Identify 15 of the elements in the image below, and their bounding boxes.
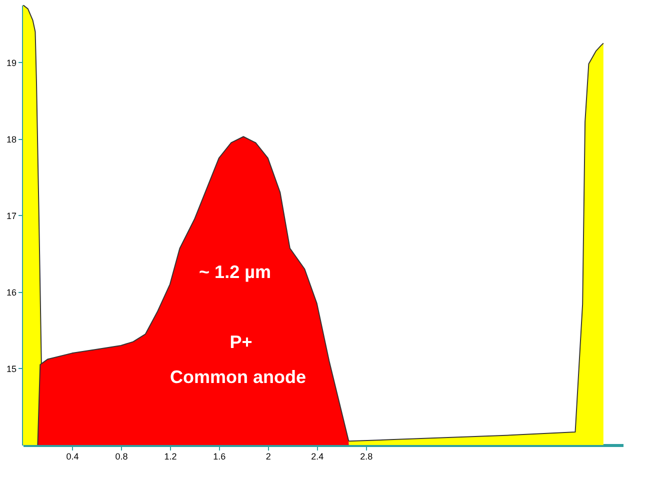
y-tick-label: 19 xyxy=(6,58,16,68)
y-tick-label: 15 xyxy=(6,364,16,374)
x-tick-label: 1.2 xyxy=(164,452,177,462)
x-tick-label: 0.8 xyxy=(115,452,128,462)
x-tick-label: 1.6 xyxy=(213,452,226,462)
annotation: P+ xyxy=(230,332,252,352)
x-tick-label: 2 xyxy=(266,452,271,462)
x-tick-label: 2.8 xyxy=(360,452,373,462)
annotation: ~ 1.2 µm xyxy=(199,262,271,282)
x-tick-label: 2.4 xyxy=(311,452,324,462)
x-tick-label: 0.4 xyxy=(66,452,79,462)
y-tick-label: 18 xyxy=(6,134,16,144)
y-tick-label: 16 xyxy=(6,287,16,298)
annotation: Common anode xyxy=(170,367,306,387)
y-tick-label: 17 xyxy=(6,210,16,221)
